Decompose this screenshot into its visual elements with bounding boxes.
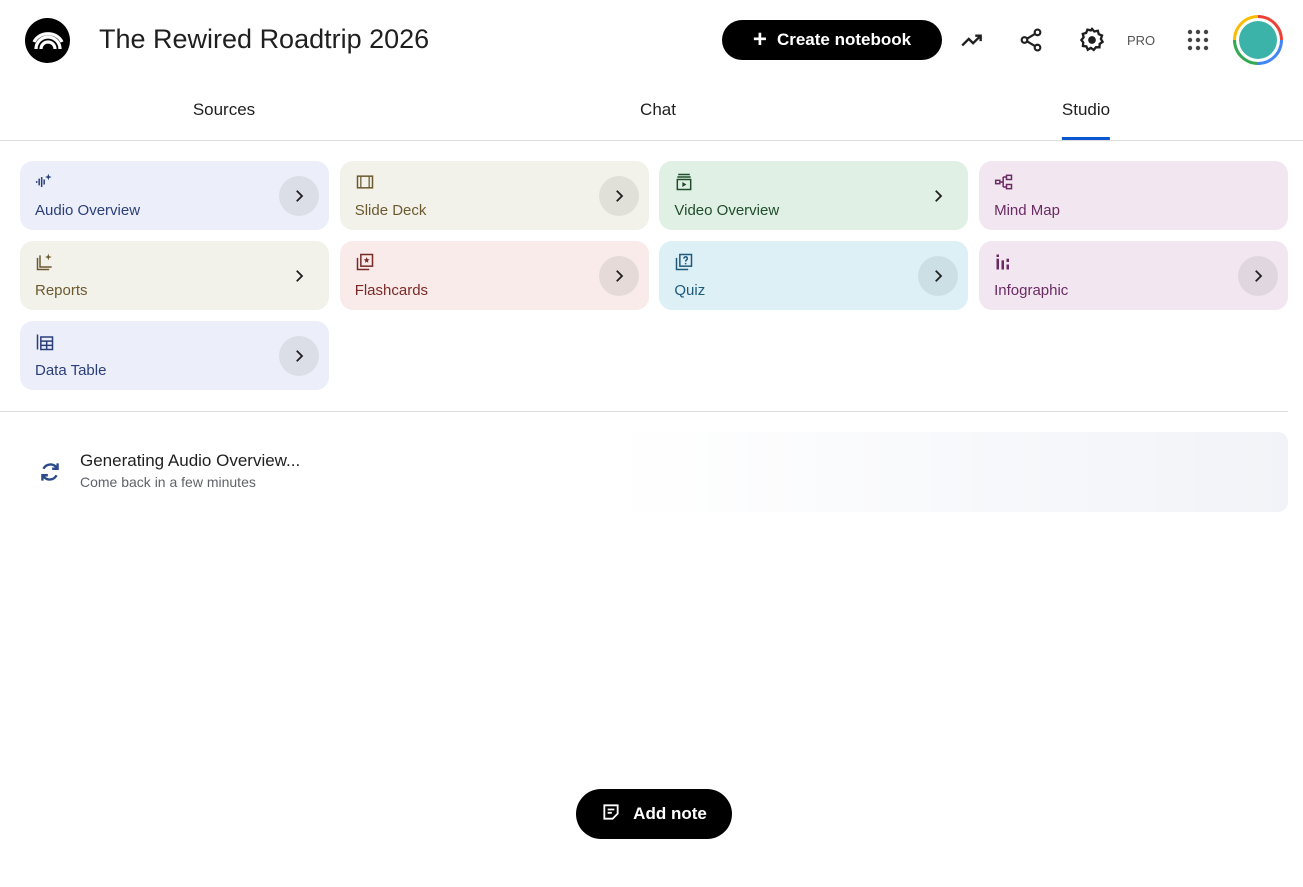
card-label: Reports — [35, 282, 88, 299]
card-label: Data Table — [35, 362, 107, 379]
chevron-right-icon[interactable] — [1238, 256, 1279, 296]
tab-studio[interactable]: Studio — [1061, 100, 1111, 140]
tab-sources[interactable]: Sources — [192, 100, 256, 119]
studio-card-mind-map[interactable]: Mind Map — [979, 161, 1289, 230]
divider — [0, 411, 1288, 412]
studio-card-slide-deck[interactable]: Slide Deck — [339, 161, 649, 230]
chevron-right-icon[interactable] — [918, 176, 958, 216]
generating-title: Generating Audio Overview... — [80, 451, 301, 470]
chevron-right-icon[interactable] — [598, 176, 639, 216]
card-label: Flashcards — [354, 282, 429, 299]
tab-bar: Sources Chat Studio — [0, 80, 1303, 141]
studio-card-flashcards[interactable]: Flashcards — [339, 241, 649, 310]
studio-card-data-table[interactable]: Data Table — [20, 321, 329, 390]
notebooklm-logo-icon[interactable] — [25, 18, 70, 63]
sync-icon — [37, 459, 63, 490]
audio-waveform-sparkle-icon — [35, 173, 52, 187]
apps-grid-icon[interactable] — [1182, 24, 1214, 56]
flashcards-icon — [356, 253, 373, 271]
create-notebook-button[interactable]: + Create notebook — [722, 20, 942, 60]
chevron-right-icon[interactable] — [279, 256, 319, 296]
reports-sparkle-icon — [36, 253, 52, 271]
card-label: Video Overview — [674, 202, 780, 219]
studio-card-reports[interactable]: Reports — [20, 241, 329, 310]
generating-audio-overview-item: Generating Audio Overview... Come back i… — [20, 432, 1288, 512]
notebook-title[interactable]: The Rewired Roadtrip 2026 — [99, 24, 430, 54]
data-table-icon — [36, 334, 54, 351]
generating-subtitle: Come back in a few minutes — [80, 474, 256, 490]
pro-badge: PRO — [1127, 33, 1156, 48]
studio-card-audio-overview[interactable]: Audio Overview — [20, 161, 329, 230]
note-icon — [601, 802, 621, 827]
avatar[interactable] — [1233, 15, 1283, 65]
add-note-button[interactable]: Add note — [576, 789, 732, 839]
header: The Rewired Roadtrip 2026 + Create noteb… — [0, 0, 1303, 80]
quiz-icon — [676, 253, 693, 271]
settings-gear-icon[interactable] — [1076, 24, 1108, 56]
plus-icon: + — [752, 26, 767, 53]
studio-card-infographic[interactable]: Infographic — [979, 241, 1289, 310]
card-label: Quiz — [674, 282, 706, 299]
infographic-bars-icon — [996, 254, 1010, 270]
tab-chat[interactable]: Chat — [640, 100, 676, 119]
video-play-icon — [676, 173, 692, 191]
analytics-trend-icon[interactable] — [956, 24, 988, 56]
studio-card-video-overview[interactable]: Video Overview — [659, 161, 969, 230]
chevron-right-icon[interactable] — [918, 256, 959, 296]
studio-card-quiz[interactable]: Quiz — [659, 241, 969, 310]
share-icon[interactable] — [1015, 24, 1047, 56]
card-label: Infographic — [994, 282, 1069, 299]
mind-map-icon — [995, 174, 1013, 190]
chevron-right-icon[interactable] — [598, 256, 639, 296]
card-label: Audio Overview — [35, 202, 141, 219]
card-label: Slide Deck — [354, 202, 427, 219]
slides-icon — [356, 175, 373, 189]
card-label: Mind Map — [994, 202, 1060, 219]
chevron-right-icon[interactable] — [279, 336, 319, 376]
chevron-right-icon[interactable] — [279, 176, 319, 216]
